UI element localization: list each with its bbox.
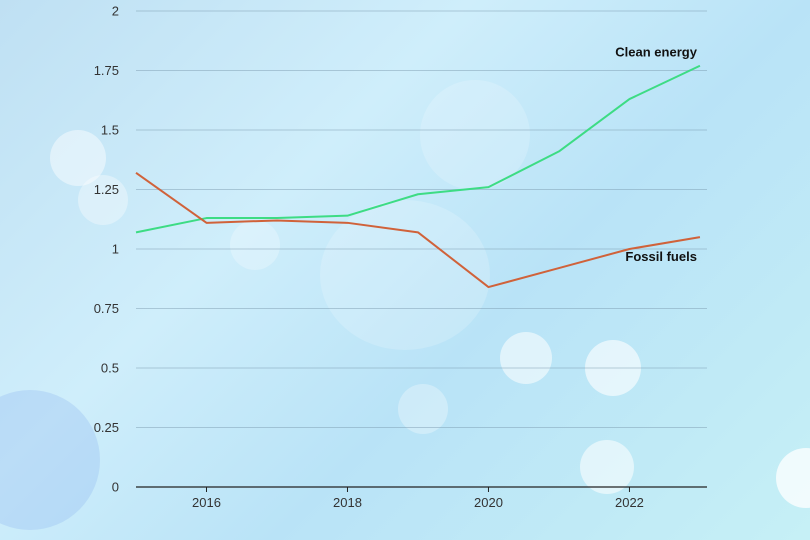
clean-energy-line — [135, 64, 701, 234]
y-tick-label: 1.5 — [101, 123, 119, 138]
series-labels: Clean energy Fossil fuels — [615, 45, 697, 264]
x-tick-label: 2022 — [615, 495, 644, 510]
y-tick-label: 1.25 — [94, 182, 119, 197]
y-tick-label: 1 — [112, 242, 119, 257]
y-tick-label: 0.75 — [94, 301, 119, 316]
y-tick-label: 0.5 — [101, 361, 119, 376]
x-axis: 2016 2018 2020 2022 — [136, 486, 707, 510]
y-tick-label: 0.25 — [94, 420, 119, 435]
series-group — [135, 64, 701, 289]
y-tick-label: 1.75 — [94, 63, 119, 78]
clean-energy-label: Clean energy — [615, 45, 697, 60]
y-tick-label: 0 — [112, 480, 119, 495]
grid — [136, 10, 707, 428]
x-tick-label: 2016 — [192, 495, 221, 510]
y-tick-label: 2 — [112, 4, 119, 19]
y-axis-ticks: 0 0.25 0.5 0.75 1 1.25 1.5 1.75 2 — [94, 4, 119, 495]
x-tick-label: 2020 — [474, 495, 503, 510]
fossil-fuels-label: Fossil fuels — [625, 249, 697, 264]
x-tick-label: 2018 — [333, 495, 362, 510]
fossil-fuels-line — [135, 172, 701, 289]
